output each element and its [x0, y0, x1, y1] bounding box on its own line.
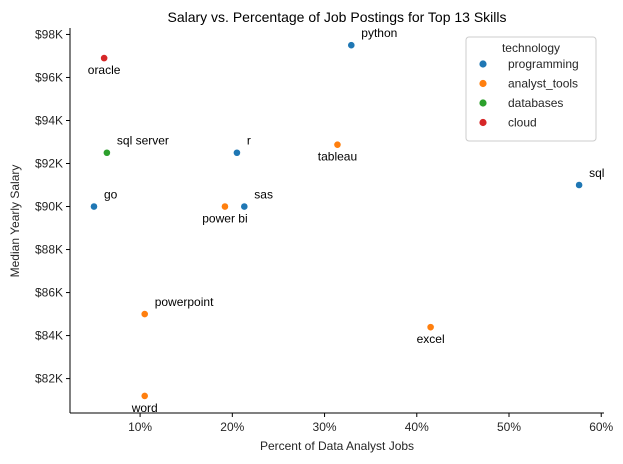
y-tick-label: $94K [35, 113, 63, 127]
x-tick-label: 20% [220, 420, 244, 434]
data-point-python [347, 41, 356, 50]
data-point-power-bi [221, 202, 229, 211]
chart-title: Salary vs. Percentage of Job Postings fo… [167, 9, 506, 25]
legend-marker-cloud [479, 118, 487, 127]
data-label-python: python [361, 26, 397, 40]
legend-entry-programming: programming [508, 57, 579, 71]
data-label-oracle: oracle [88, 63, 121, 77]
x-tick-label: 30% [313, 420, 337, 434]
data-point-oracle [100, 54, 109, 63]
y-tick-label: $98K [35, 27, 63, 41]
legend-entry-analyst_tools: analyst_tools [508, 77, 578, 91]
legend-marker-analyst_tools [479, 79, 487, 88]
legend-entry-databases: databases [508, 96, 563, 110]
legend-title: technology [502, 41, 560, 55]
x-tick-label: 10% [128, 420, 152, 434]
y-tick-label: $92K [35, 157, 63, 171]
data-point-r [233, 148, 241, 157]
legend-box [465, 36, 597, 142]
legend-marker-databases [479, 99, 487, 107]
data-point-excel [426, 323, 435, 332]
y-tick-label: $84K [35, 329, 63, 343]
y-tick-label: $86K [35, 286, 63, 300]
x-axis-title: Percent of Data Analyst Jobs [260, 439, 414, 453]
data-label-tableau: tableau [318, 150, 357, 164]
data-point-word [140, 392, 149, 400]
data-label-sql-server: sql server [117, 134, 169, 148]
data-label-sas: sas [254, 188, 273, 202]
data-point-powerpoint [140, 310, 149, 318]
data-point-tableau [333, 140, 342, 149]
data-label-power-bi: power bi [202, 212, 247, 226]
x-tick-label: 50% [497, 420, 521, 434]
y-tick-label: $96K [35, 70, 63, 84]
data-label-sql: sql [589, 166, 604, 180]
data-point-sql-server [102, 148, 111, 157]
legend-marker-programming [479, 60, 487, 68]
data-point-sql [575, 181, 583, 189]
data-label-powerpoint: powerpoint [155, 295, 214, 309]
legend-entry-cloud: cloud [508, 116, 537, 130]
y-tick-label: $90K [35, 200, 63, 214]
x-tick-label: 40% [405, 420, 429, 434]
y-tick-label: $82K [35, 372, 63, 386]
data-label-excel: excel [417, 332, 445, 346]
y-tick-label: $88K [35, 243, 63, 257]
x-tick-label: 60% [589, 420, 613, 434]
data-label-word: word [131, 401, 158, 415]
data-point-go [90, 202, 98, 211]
data-point-sas [240, 202, 249, 211]
y-axis-title: Median Yearly Salary [8, 165, 22, 278]
data-label-r: r [247, 134, 251, 148]
data-label-go: go [104, 188, 118, 202]
